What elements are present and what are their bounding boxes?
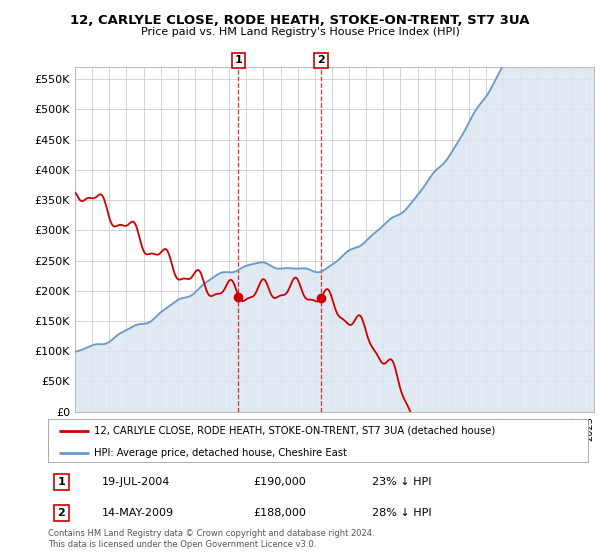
Text: 12, CARLYLE CLOSE, RODE HEATH, STOKE-ON-TRENT, ST7 3UA (detached house): 12, CARLYLE CLOSE, RODE HEATH, STOKE-ON-… (94, 426, 495, 436)
Text: Contains HM Land Registry data © Crown copyright and database right 2024.
This d: Contains HM Land Registry data © Crown c… (48, 529, 374, 549)
Text: £188,000: £188,000 (253, 508, 306, 518)
Text: 1: 1 (235, 55, 242, 66)
Text: 2: 2 (317, 55, 325, 66)
Text: Price paid vs. HM Land Registry's House Price Index (HPI): Price paid vs. HM Land Registry's House … (140, 27, 460, 37)
Text: 1: 1 (58, 477, 65, 487)
Text: 2: 2 (58, 508, 65, 518)
Text: 14-MAY-2009: 14-MAY-2009 (102, 508, 174, 518)
Text: £190,000: £190,000 (253, 477, 306, 487)
Text: 12, CARLYLE CLOSE, RODE HEATH, STOKE-ON-TRENT, ST7 3UA: 12, CARLYLE CLOSE, RODE HEATH, STOKE-ON-… (70, 14, 530, 27)
Text: 28% ↓ HPI: 28% ↓ HPI (372, 508, 431, 518)
Text: 19-JUL-2004: 19-JUL-2004 (102, 477, 170, 487)
Text: HPI: Average price, detached house, Cheshire East: HPI: Average price, detached house, Ches… (94, 447, 347, 458)
Text: 23% ↓ HPI: 23% ↓ HPI (372, 477, 431, 487)
